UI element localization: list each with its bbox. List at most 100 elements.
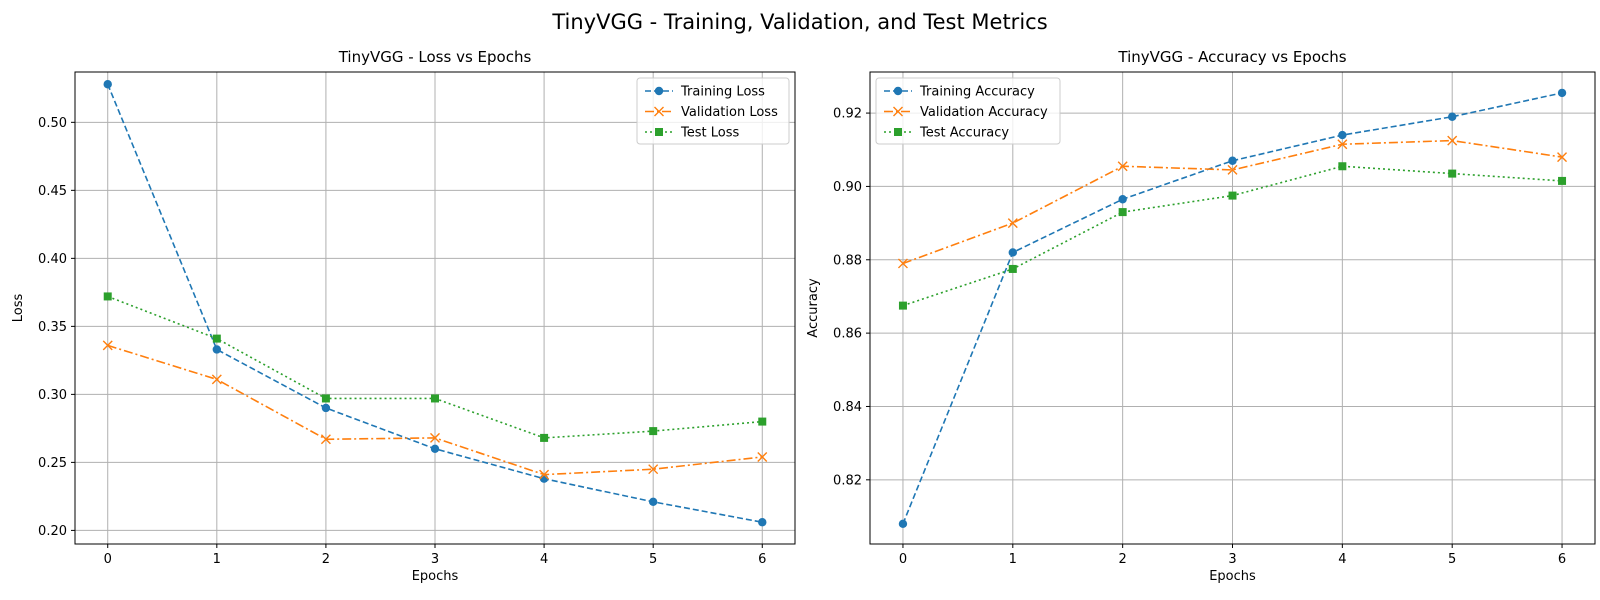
legend-marker (655, 128, 663, 136)
y-tick-label: 0.50 (38, 116, 67, 131)
data-point (431, 394, 439, 403)
data-point (539, 474, 549, 483)
data-point (897, 258, 908, 269)
y-tick-label: 0.45 (38, 184, 67, 199)
data-point (1337, 139, 1348, 150)
data-point (1227, 164, 1238, 175)
legend-marker (654, 106, 664, 117)
x-tick-label: 0 (104, 552, 112, 567)
y-tick-label: 0.92 (833, 107, 862, 122)
legend-label: Test Accuracy (919, 126, 1009, 141)
data-point (212, 345, 222, 354)
x-tick-label: 4 (540, 552, 548, 567)
data-point (648, 464, 659, 475)
y-axis-label: Loss (11, 294, 26, 323)
data-point (1338, 162, 1347, 171)
series-test-loss (103, 292, 767, 442)
data-point (430, 432, 440, 443)
data-point (1007, 218, 1018, 229)
y-tick-label: 0.25 (38, 456, 67, 471)
legend-marker (893, 86, 903, 96)
data-point (1118, 208, 1127, 217)
y-tick-label: 0.90 (833, 180, 862, 195)
legend-box (636, 77, 790, 145)
data-point (321, 403, 331, 413)
data-point (1008, 264, 1017, 273)
data-point (1117, 161, 1128, 172)
legend-marker (893, 106, 903, 117)
data-point (102, 340, 113, 351)
grid-lines (870, 72, 1595, 544)
data-point (758, 417, 767, 426)
x-tick-label: 5 (649, 552, 657, 567)
legend-marker (654, 86, 664, 96)
y-tick-label: 0.40 (38, 252, 67, 267)
legend-entry: Training Loss (645, 85, 765, 100)
y-tick-label: 0.84 (833, 400, 862, 415)
legend-entry: Training Accuracy (884, 85, 1035, 100)
y-tick-label: 0.88 (833, 253, 862, 268)
series-validation-loss (102, 340, 768, 480)
legend-marker (894, 128, 902, 136)
data-point (212, 334, 221, 343)
legend-label: Validation Loss (681, 105, 778, 120)
x-tick-label: 6 (1558, 552, 1566, 567)
x-tick-label: 6 (758, 552, 766, 567)
data-point (1008, 248, 1018, 257)
data-point (1228, 191, 1237, 200)
legend-box (875, 77, 1061, 145)
legend-entry: Test Loss (645, 126, 739, 141)
legend-entry: Test Accuracy (884, 126, 1009, 141)
legend: Training Accuracy Validation Accuracy Test… (875, 77, 1061, 145)
x-tick-label: 4 (1338, 552, 1346, 567)
data-point (1228, 156, 1237, 165)
legend-label: Test Loss (680, 126, 739, 141)
x-tick-label: 2 (322, 552, 330, 567)
y-tick-label: 0.30 (38, 388, 67, 403)
legend-label: Training Loss (680, 85, 765, 100)
data-point (1447, 112, 1457, 121)
legend: Training Loss Validation Loss Test Loss (636, 77, 790, 145)
accuracy-chart-panel: 0 1 2 3 4 5 6 0.82 0.84 0.86 0.88 0.90 0.92 TinyVGG -… (806, 48, 1596, 584)
data-point (540, 433, 549, 442)
series-training-accuracy (898, 88, 1567, 529)
y-tick-label: 0.82 (833, 473, 862, 488)
data-point (103, 292, 112, 301)
x-tick-label: 1 (213, 552, 221, 567)
loss-chart-panel: 0 1 2 3 4 5 6 0.20 0.25 0.30 0.35 0.40 0.45 0.50 TinyV… (11, 48, 796, 584)
legend-entry: Validation Accuracy (884, 105, 1048, 120)
data-point (898, 519, 908, 529)
series-test-accuracy (898, 162, 1567, 310)
data-point (758, 518, 767, 527)
data-point (757, 451, 768, 462)
data-point (1448, 169, 1457, 178)
x-axis-label: Epochs (1209, 569, 1256, 584)
legend-label: Validation Accuracy (920, 105, 1048, 120)
figure-suptitle: TinyVGG - Training, Validation, and Test… (551, 10, 1047, 34)
chart-title: TinyVGG - Accuracy vs Epochs (1117, 48, 1346, 66)
y-tick-label: 0.20 (38, 524, 67, 539)
y-tick-label: 0.35 (38, 320, 67, 335)
x-tick-label: 3 (1228, 552, 1236, 567)
data-point (211, 374, 222, 385)
x-tick-label: 5 (1448, 552, 1456, 567)
chart-title: TinyVGG - Loss vs Epochs (338, 48, 532, 66)
data-point (648, 497, 658, 507)
data-point (1118, 195, 1127, 204)
legend-label: Training Accuracy (919, 85, 1035, 100)
legend-entry: Validation Loss (645, 105, 778, 120)
data-point (1557, 152, 1568, 163)
data-point (649, 427, 658, 436)
x-tick-label: 3 (431, 552, 439, 567)
y-tick-label: 0.86 (833, 327, 862, 342)
x-tick-label: 0 (899, 552, 907, 567)
x-axis-label: Epochs (412, 569, 459, 584)
data-point (1447, 135, 1458, 146)
data-point (430, 444, 440, 453)
y-axis-label: Accuracy (806, 278, 821, 338)
data-point (1558, 176, 1567, 185)
data-point (321, 394, 330, 403)
data-point (1557, 88, 1567, 98)
data-point (898, 301, 907, 310)
